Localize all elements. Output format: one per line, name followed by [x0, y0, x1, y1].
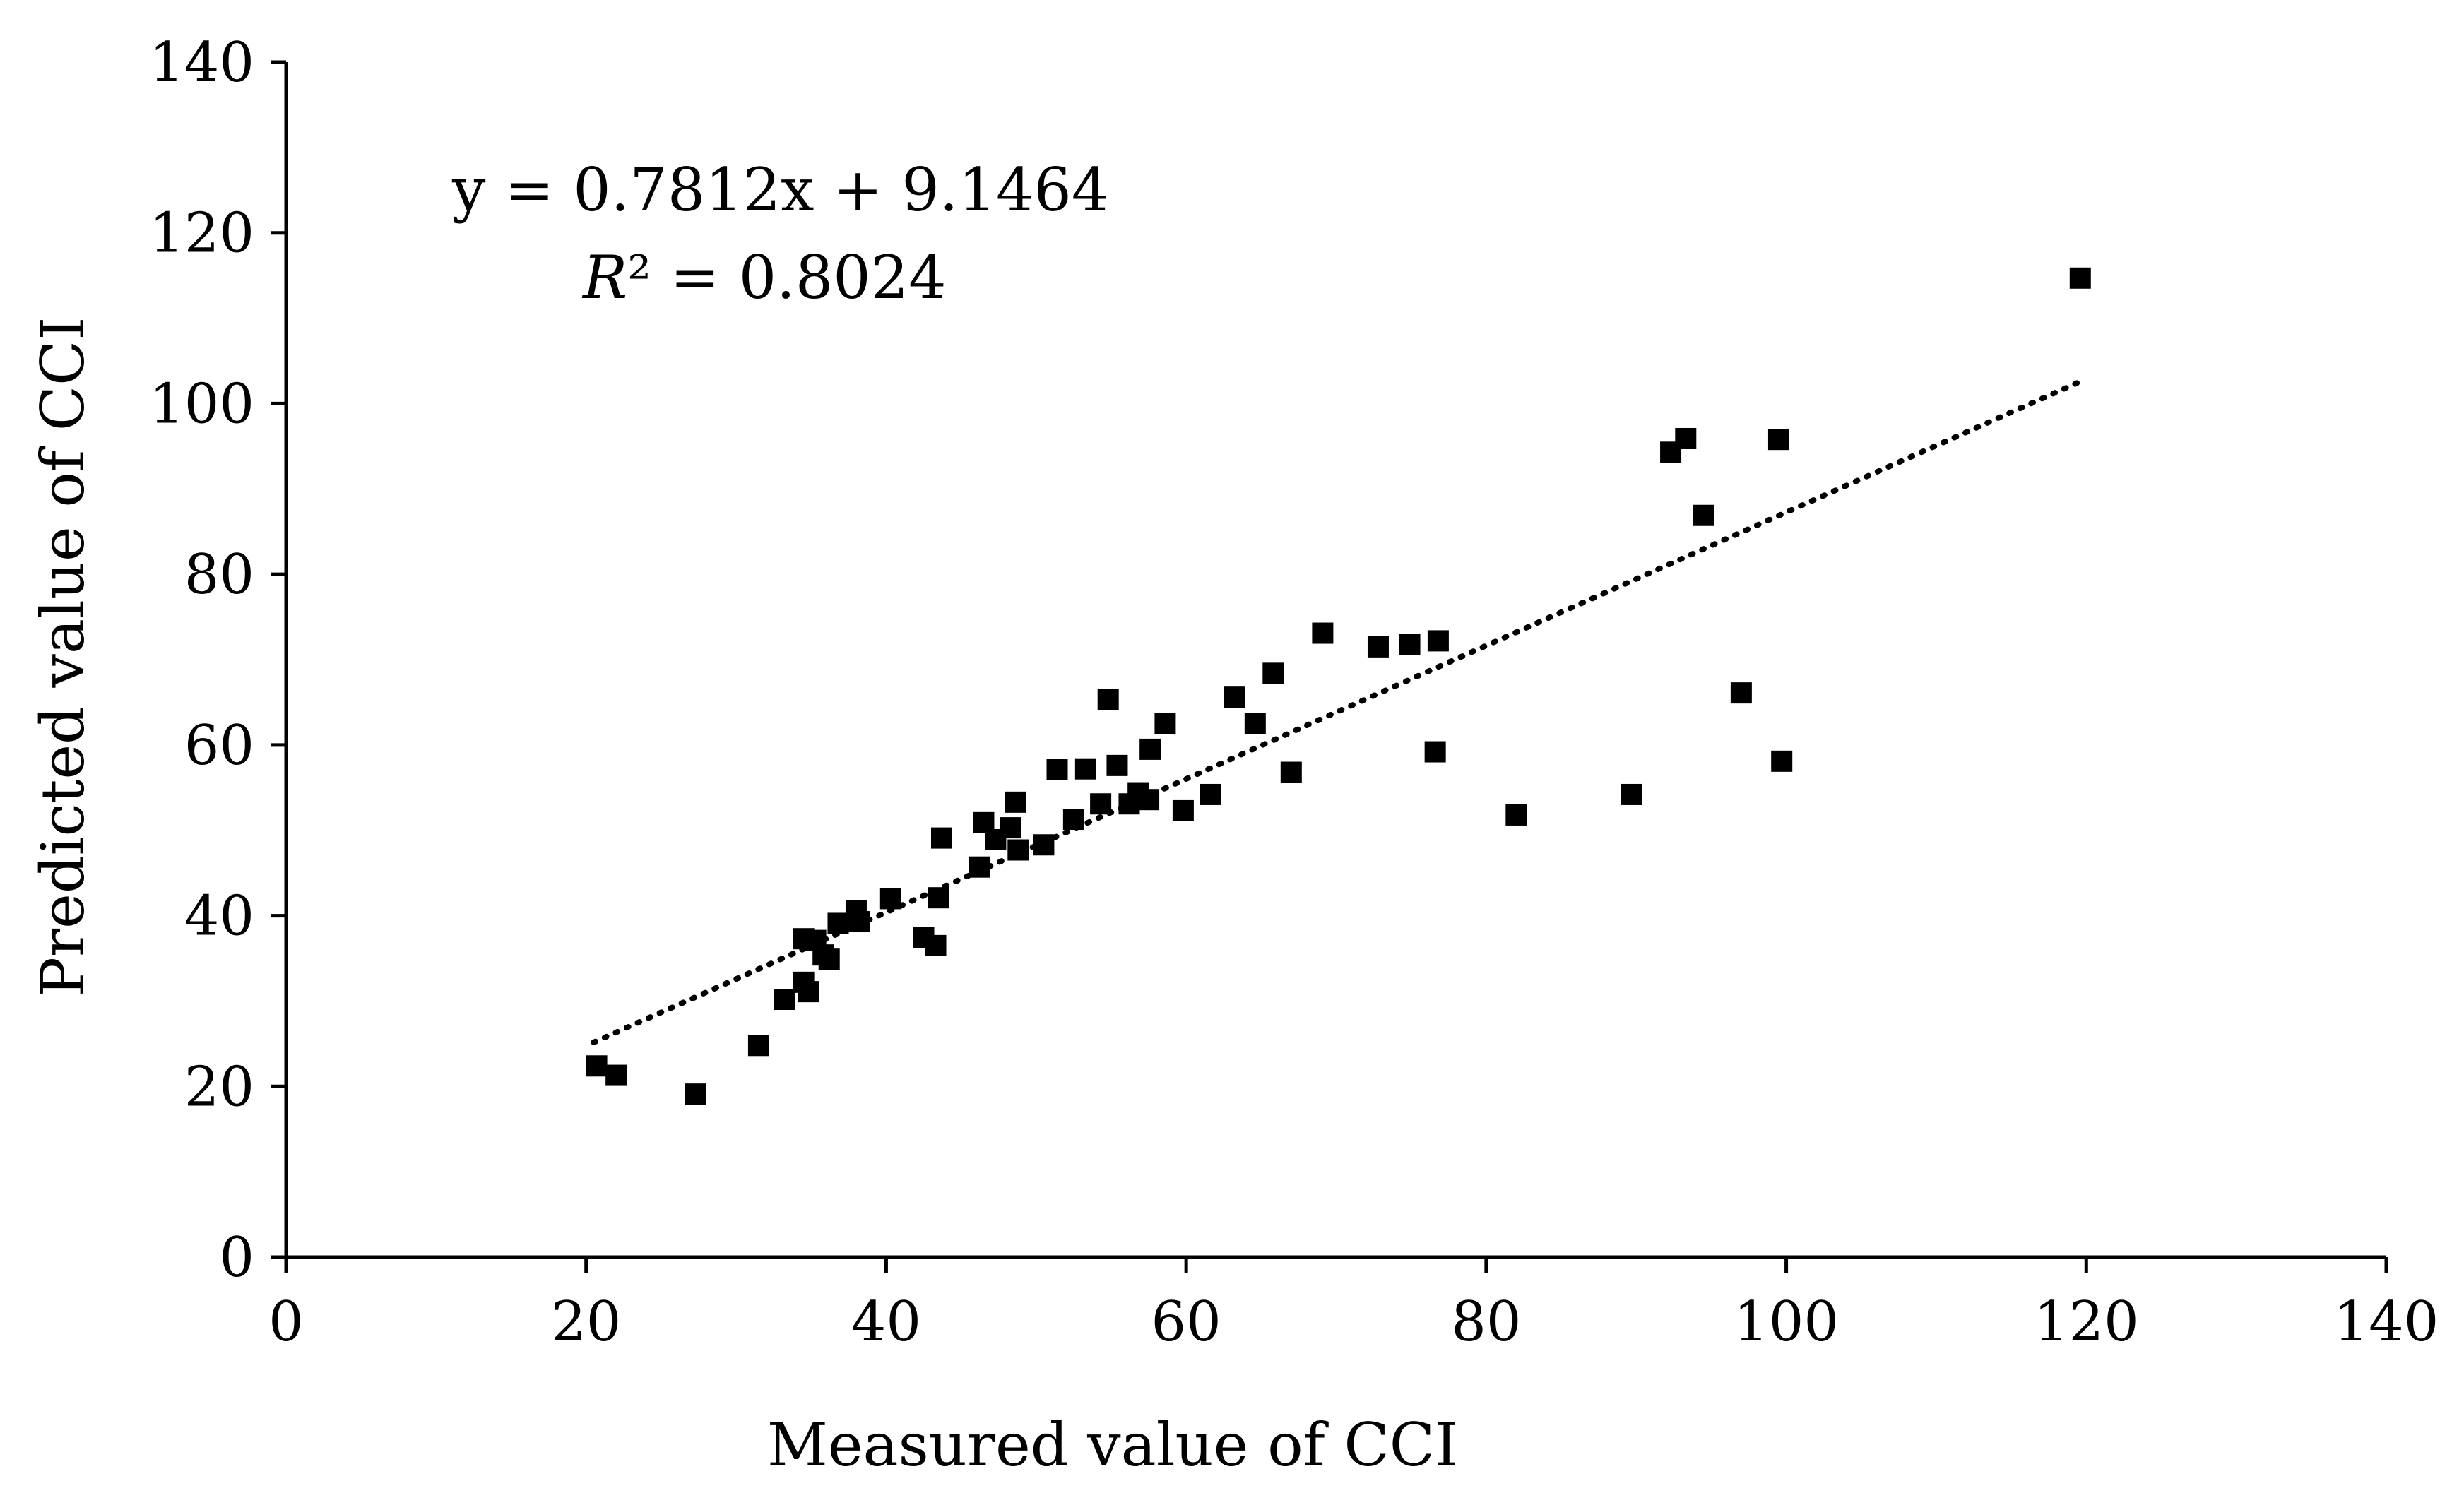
data-point: [1062, 809, 1084, 831]
x-tick-label: 120: [2034, 1290, 2139, 1354]
data-point: [1139, 738, 1161, 760]
labels-layer: 0 20 40 60 80 100 120 140 0 20 40 60 80 100 120 140: [149, 31, 2439, 1354]
data-point: [925, 934, 947, 956]
data-point: [685, 1083, 706, 1105]
data-point: [1367, 636, 1389, 658]
data-point: [1138, 789, 1160, 811]
x-axis-title: Measured value of CCI: [767, 1410, 1458, 1480]
data-point: [1771, 750, 1793, 772]
data-point: [1090, 793, 1112, 815]
data-point: [1730, 682, 1752, 704]
data-point: [1244, 713, 1266, 734]
equation-label: y = 0.7812x + 9.1464: [451, 155, 1109, 225]
data-point: [798, 981, 819, 1003]
r-symbol: R: [581, 243, 627, 312]
data-point: [1033, 834, 1055, 856]
data-point: [1005, 791, 1026, 813]
x-tick-label: 80: [1451, 1290, 1521, 1354]
data-point: [1097, 689, 1119, 710]
data-point: [827, 912, 849, 934]
r-squared-rest: ² = 0.8024: [627, 243, 946, 312]
data-point: [879, 888, 901, 910]
data-point: [1200, 783, 1221, 805]
data-point: [1000, 817, 1021, 839]
y-axis-title: Predicted value of CCI: [28, 316, 97, 997]
data-point: [1154, 713, 1176, 734]
x-tick-label: 60: [1151, 1290, 1221, 1354]
data-point: [1280, 761, 1302, 783]
data-point: [1074, 758, 1096, 780]
trendline-layer: [591, 379, 2082, 1045]
data-point: [1046, 759, 1068, 780]
data-point: [1424, 741, 1446, 763]
data-point: [1399, 634, 1421, 655]
data-point: [1224, 686, 1245, 708]
data-point: [605, 1064, 627, 1086]
y-tick-label: 20: [184, 1055, 254, 1119]
data-point: [586, 1055, 608, 1077]
data-point: [1262, 662, 1284, 684]
data-point: [774, 989, 795, 1011]
x-tick-label: 140: [2334, 1290, 2439, 1354]
y-tick-label: 140: [149, 31, 254, 95]
x-tick-label: 0: [268, 1290, 304, 1354]
axes-layer: [271, 60, 2388, 1273]
data-point: [818, 948, 840, 970]
r-squared-label: R² = 0.8024: [581, 243, 947, 312]
y-tick-label: 120: [149, 202, 254, 266]
data-point: [928, 887, 949, 909]
data-point: [1505, 804, 1527, 826]
y-tick-label: 0: [219, 1226, 254, 1290]
x-tick-label: 40: [851, 1290, 921, 1354]
x-tick-label: 20: [551, 1290, 621, 1354]
data-point: [931, 827, 953, 849]
data-point: [1621, 783, 1642, 805]
y-tick-label: 40: [184, 885, 254, 948]
data-point: [1312, 622, 1334, 644]
data-point: [848, 911, 870, 933]
data-point: [1675, 427, 1697, 449]
y-tick-label: 60: [184, 714, 254, 778]
y-tick-label: 100: [149, 372, 254, 436]
trendline: [591, 379, 2082, 1045]
y-tick-label: 80: [184, 543, 254, 607]
data-point: [1767, 429, 1789, 451]
data-point: [1172, 799, 1194, 821]
data-point: [1007, 839, 1029, 861]
data-point: [747, 1035, 769, 1057]
data-point: [2069, 267, 2091, 289]
data-point: [969, 856, 990, 878]
x-tick-label: 100: [1734, 1290, 1839, 1354]
data-point: [1427, 630, 1449, 652]
data-point: [1693, 504, 1714, 526]
data-point: [1106, 754, 1128, 776]
points-layer: [586, 267, 2091, 1105]
